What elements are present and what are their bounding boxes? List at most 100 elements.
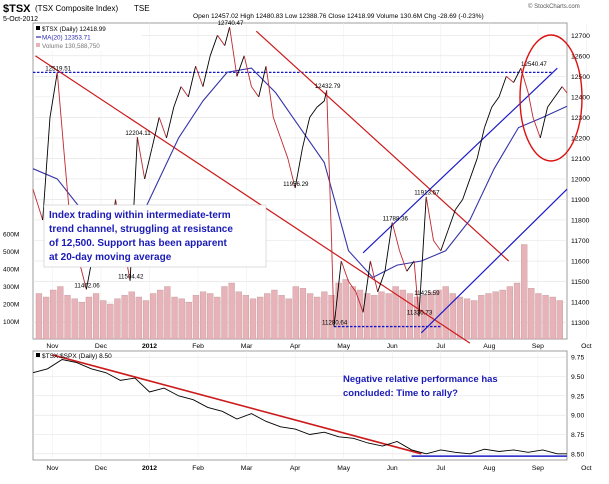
price-gridlines xyxy=(33,23,587,339)
price-tick-label: 12000 xyxy=(571,176,590,183)
ratio-tick-label: 9.75 xyxy=(571,355,584,362)
volume-bar xyxy=(178,298,185,340)
volume-bar xyxy=(228,282,235,340)
ratio-line xyxy=(32,359,567,455)
ratio-tick-label: 9.25 xyxy=(571,393,584,400)
volume-bar xyxy=(207,293,214,340)
ratio-downtrend-line xyxy=(52,354,422,455)
price-segment xyxy=(151,117,160,149)
volume-bar xyxy=(299,288,307,340)
price-segment xyxy=(265,66,274,118)
volume-bar xyxy=(78,302,85,340)
volume-bar xyxy=(264,293,271,340)
price-segment xyxy=(180,86,189,98)
ratio-x-axis: Nov Dec 2012 Feb Mar Apr May Jun Jul Aug Sep Oct xyxy=(46,465,591,472)
volume-bar xyxy=(57,286,64,340)
volume-bar xyxy=(542,295,549,340)
volume-bar xyxy=(42,296,50,340)
price-segment xyxy=(433,240,442,252)
price-segment xyxy=(251,86,260,98)
volume-bar xyxy=(35,293,43,340)
price-segment xyxy=(384,222,393,272)
legend-volume: Volume 130,588,750 xyxy=(42,43,100,50)
price-point-label: 11913.57 xyxy=(414,190,440,197)
volume-bar xyxy=(521,244,528,340)
ratio-tick-label: 8.50 xyxy=(571,451,584,458)
price-point-label: 12540.47 xyxy=(521,61,547,68)
ratio-trendlines xyxy=(52,354,567,457)
price-panel-border xyxy=(32,22,568,340)
volume-tick-label: 500M xyxy=(3,249,19,256)
volume-bar xyxy=(107,303,114,340)
price-segment xyxy=(513,67,522,83)
watermark: © StockCharts.com xyxy=(528,3,580,10)
volume-bar xyxy=(150,293,157,340)
volume-bar xyxy=(463,298,471,340)
volume-bar xyxy=(449,293,456,340)
highlight-circle xyxy=(519,34,583,162)
price-point-label: 11330.73 xyxy=(407,309,433,316)
annotation-box: Index trading within intermediate-term t… xyxy=(43,204,267,268)
price-x-tick-label: Oct xyxy=(581,343,592,350)
volume-bar xyxy=(135,296,142,340)
volume-bar xyxy=(192,295,200,340)
volume-bar xyxy=(364,293,371,340)
price-x-axis: Nov Dec 2012 Feb Mar Apr May Jun Jul Aug Sep Oct xyxy=(46,343,591,350)
price-segment xyxy=(309,106,318,118)
volume-bar xyxy=(100,300,107,340)
volume-bars xyxy=(35,244,563,340)
volume-bar xyxy=(356,289,364,340)
price-segment xyxy=(272,117,282,139)
ratio-x-tick-label: Dec xyxy=(95,465,108,472)
volume-bar xyxy=(406,293,414,340)
volume-bar xyxy=(85,296,93,340)
volume-bar xyxy=(421,295,428,340)
price-segment xyxy=(195,65,204,87)
volume-bar xyxy=(128,291,135,340)
price-x-tick-label: Apr xyxy=(290,343,301,350)
price-segment xyxy=(32,189,44,221)
price-segment xyxy=(166,107,175,139)
ratio-x-tick-label: Nov xyxy=(46,465,59,472)
price-segment xyxy=(561,86,568,94)
volume-bar xyxy=(442,286,449,340)
volume-bar xyxy=(214,296,221,340)
volume-bar xyxy=(321,291,328,340)
price-segment xyxy=(243,55,252,87)
price-x-tick-label: Dec xyxy=(95,343,108,350)
price-segment xyxy=(469,158,478,180)
volume-tick-label: 300M xyxy=(3,284,19,291)
volume-bar xyxy=(257,296,264,340)
price-point-label: 12519.51 xyxy=(45,65,71,72)
price-tick-label: 12400 xyxy=(571,94,590,101)
volume-bar xyxy=(142,300,150,340)
price-tick-label: 11500 xyxy=(571,279,590,286)
price-segment xyxy=(280,137,289,159)
price-x-tick-label: Jun xyxy=(387,343,398,350)
price-legend: $TSX (Daily) 12418.99 MA(20) 12353.71 Vo… xyxy=(34,24,142,51)
volume-bar xyxy=(378,291,385,340)
volume-bar xyxy=(485,293,492,340)
price-segment xyxy=(217,35,226,46)
volume-bar xyxy=(492,291,499,340)
price-segment xyxy=(425,196,434,241)
price-segment xyxy=(462,178,471,200)
price-point-label: 11504.42 xyxy=(118,274,144,281)
price-point-label: 12432.79 xyxy=(315,83,341,90)
ratio-x-tick-label: Feb xyxy=(192,465,204,472)
volume-bar xyxy=(171,296,178,340)
volume-bar xyxy=(549,296,556,340)
price-tick-label: 12700 xyxy=(571,33,590,40)
price-segment xyxy=(391,222,400,251)
ratio-x-tick-label: Sep xyxy=(532,465,544,472)
trendlines xyxy=(33,30,568,344)
volume-bar xyxy=(399,289,406,340)
annotation-line-2: trend channel, struggling at resistance xyxy=(49,224,233,235)
price-point-label: 11788.36 xyxy=(383,215,409,222)
price-point-label: 12740.47 xyxy=(218,20,244,27)
volume-bar xyxy=(471,300,478,340)
price-segment xyxy=(406,260,415,272)
ratio-x-tick-label: Apr xyxy=(290,465,301,472)
ratio-x-tick-label: 2012 xyxy=(142,465,157,472)
